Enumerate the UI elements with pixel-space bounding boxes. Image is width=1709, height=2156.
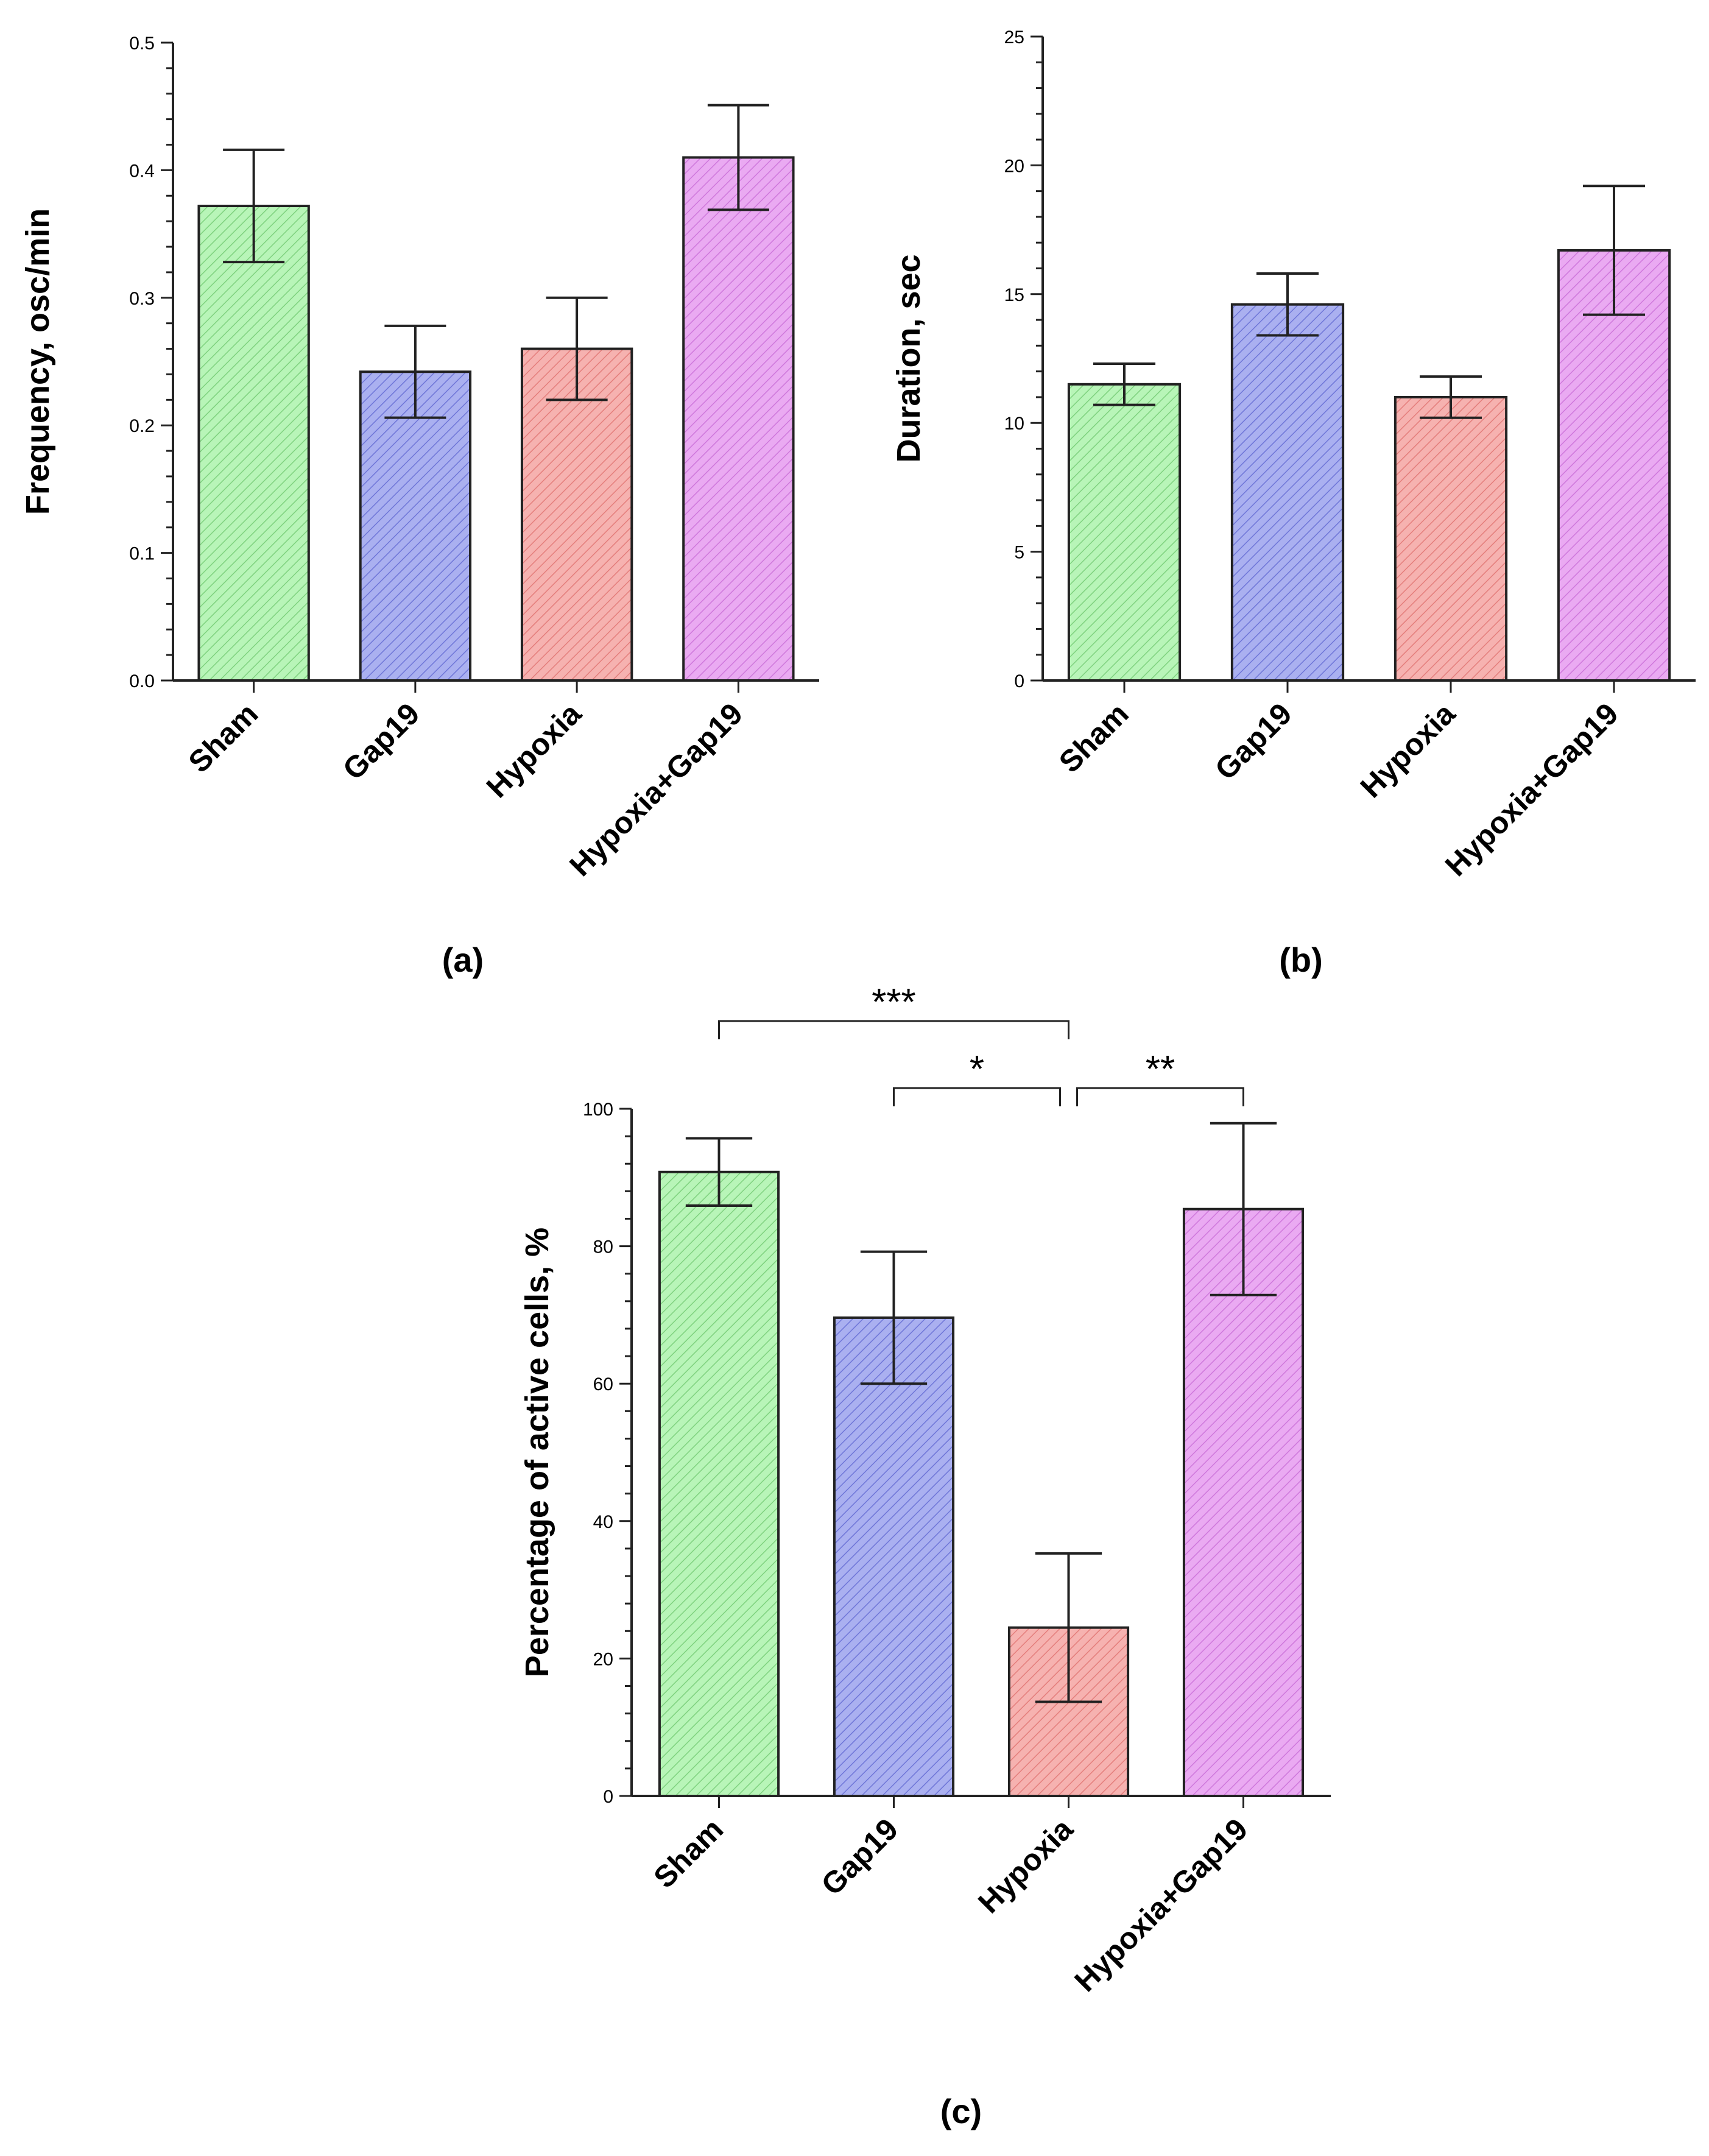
- significance-label: **: [1146, 1048, 1175, 1090]
- bar-hypoxia-gap19: [1182, 1207, 1305, 1797]
- y-tick-label: 20: [1004, 156, 1024, 176]
- bar-hypoxia-gap19: [1557, 249, 1671, 682]
- error-bar-hypoxia: [546, 296, 608, 401]
- y-axis-title: Percentage of active cells, %: [519, 1228, 555, 1677]
- significance-label: ***: [872, 981, 915, 1023]
- y-tick-label: 0.5: [129, 34, 155, 54]
- y-tick-label: 0.4: [129, 161, 155, 181]
- y-tick-label: 10: [1004, 414, 1024, 434]
- y-tick-label: 15: [1004, 285, 1024, 305]
- bar-hypoxia: [1394, 395, 1508, 682]
- x-tick-label-gap19: Gap19: [815, 1812, 905, 1902]
- y-tick-label: 20: [593, 1649, 613, 1669]
- chart-panel-c: 0 20 40 60 80 100 Sham Gap19 HypoxiaHypoxia+Gap1…: [519, 981, 1331, 2130]
- y-tick-label: 25: [1004, 27, 1024, 48]
- x-tick-label-hypoxia-gap19: Hypoxia+Gap19: [1439, 696, 1625, 883]
- error-bar-hypoxia-gap19: [707, 104, 769, 211]
- y-tick-label: 100: [583, 1100, 613, 1120]
- x-tick-label-hypoxia: Hypoxia: [480, 696, 588, 804]
- y-tick-label: 5: [1014, 543, 1024, 563]
- x-tick-label-hypoxia: Hypoxia: [971, 1811, 1080, 1920]
- bar-sham: [197, 205, 310, 682]
- y-tick-label: 60: [593, 1374, 613, 1394]
- error-bar-sham: [223, 148, 285, 264]
- bracket-line: [1076, 1087, 1244, 1106]
- y-tick-label: 0.1: [129, 544, 155, 564]
- bracket-line: [893, 1087, 1061, 1106]
- bar-sham: [1067, 383, 1182, 682]
- significance-bracket: **: [1076, 1048, 1244, 1106]
- bar-hypoxia-gap19: [682, 156, 795, 682]
- x-tick-label-gap19: Gap19: [1208, 696, 1298, 786]
- significance-bracket: *: [893, 1048, 1061, 1106]
- x-tick-label-hypoxia-gap19: Hypoxia+Gap19: [1068, 1812, 1254, 1998]
- y-axis-title: Duration, sec: [890, 254, 927, 462]
- error-bar-gap19: [384, 324, 446, 419]
- y-tick-label: 0.0: [129, 671, 155, 691]
- bar-gap19: [1230, 303, 1345, 682]
- error-bar-hypoxia-gap19: [1582, 185, 1646, 316]
- error-bar-sham: [1093, 362, 1156, 406]
- significance-bracket: ***: [718, 981, 1069, 1039]
- error-bar-sham: [685, 1137, 753, 1207]
- bar-gap19: [359, 370, 472, 682]
- error-bar-hypoxia: [1419, 375, 1482, 419]
- panel-label: (c): [940, 2092, 982, 2130]
- y-axis-title: Frequency, osc/min: [19, 208, 56, 515]
- error-bar-hypoxia: [1035, 1552, 1102, 1703]
- error-bar-gap19: [1256, 272, 1319, 337]
- y-tick-label: 0.3: [129, 289, 155, 309]
- bar-gap19: [833, 1316, 955, 1798]
- significance-label: *: [970, 1048, 984, 1090]
- y-tick-label: 0: [603, 1787, 613, 1807]
- bar-hypoxia: [520, 347, 633, 682]
- y-tick-label: 0: [1014, 671, 1024, 691]
- x-tick-label-sham: Sham: [647, 1812, 730, 1895]
- x-tick-label-sham: Sham: [182, 696, 265, 779]
- bar-sham: [658, 1170, 780, 1797]
- y-tick-label: 40: [593, 1512, 613, 1532]
- y-tick-label: 80: [593, 1237, 613, 1257]
- y-tick-label: 0.2: [129, 416, 155, 436]
- panel-label: (a): [442, 941, 484, 979]
- x-tick-label-sham: Sham: [1052, 696, 1135, 779]
- panel-label: (b): [1279, 941, 1323, 979]
- x-tick-label-hypoxia-gap19: Hypoxia+Gap19: [563, 696, 749, 883]
- x-tick-label-gap19: Gap19: [336, 696, 426, 786]
- x-tick-label-hypoxia: Hypoxia: [1354, 696, 1462, 804]
- chart-panel-a: 0.0 0.1 0.2 0.3 0.4 0.5 Sham Gap19 HypoxiaHypoxi…: [19, 34, 819, 979]
- bracket-line: [718, 1020, 1069, 1039]
- error-bar-hypoxia-gap19: [1210, 1122, 1277, 1296]
- error-bar-gap19: [860, 1250, 928, 1385]
